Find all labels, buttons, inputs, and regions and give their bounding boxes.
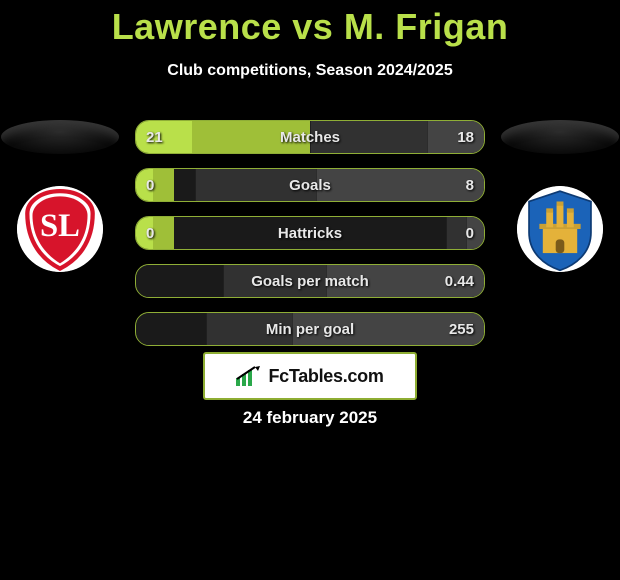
bar-label: Min per goal: [136, 313, 484, 345]
brand-text: FcTables.com: [268, 366, 383, 387]
bar-right-value: 0: [466, 217, 474, 249]
bar-left-value: 21: [146, 121, 163, 153]
brand-box[interactable]: FcTables.com: [203, 352, 417, 400]
stat-bar: Goals0 8: [135, 168, 485, 202]
stat-bar: Min per goal255: [135, 312, 485, 346]
bar-label: Matches: [136, 121, 484, 153]
fctables-logo-icon: [236, 366, 262, 386]
bar-right-value: 0.44: [445, 265, 474, 297]
stat-bars: Matches2118Goals08Hattricks00Goals per m…: [135, 120, 485, 360]
stat-bar: Hattricks0 0: [135, 216, 485, 250]
bar-left-value: 0: [146, 217, 154, 249]
left-club-badge: SL: [17, 186, 103, 272]
right-club-badge: [517, 186, 603, 272]
bar-right-value: 8: [466, 169, 474, 201]
left-player-placeholder: [1, 120, 119, 154]
bar-right-value: 255: [449, 313, 474, 345]
stat-bar: Matches21 18: [135, 120, 485, 154]
bar-label: Goals per match: [136, 265, 484, 297]
bar-label: Hattricks: [136, 217, 484, 249]
page-title: Lawrence vs M. Frigan: [0, 6, 620, 48]
westerlo-crest-icon: [517, 186, 603, 272]
right-player-placeholder: [501, 120, 619, 154]
standard-liege-crest-icon: SL: [17, 186, 103, 272]
bar-right-value: 18: [457, 121, 474, 153]
stat-bar: Goals per match0.44: [135, 264, 485, 298]
svg-text:SL: SL: [40, 208, 80, 244]
left-player-column: SL: [0, 120, 120, 272]
right-player-column: [500, 120, 620, 272]
bar-label: Goals: [136, 169, 484, 201]
bar-left-value: 0: [146, 169, 154, 201]
date-label: 24 february 2025: [0, 408, 620, 428]
subtitle: Club competitions, Season 2024/2025: [0, 62, 620, 80]
